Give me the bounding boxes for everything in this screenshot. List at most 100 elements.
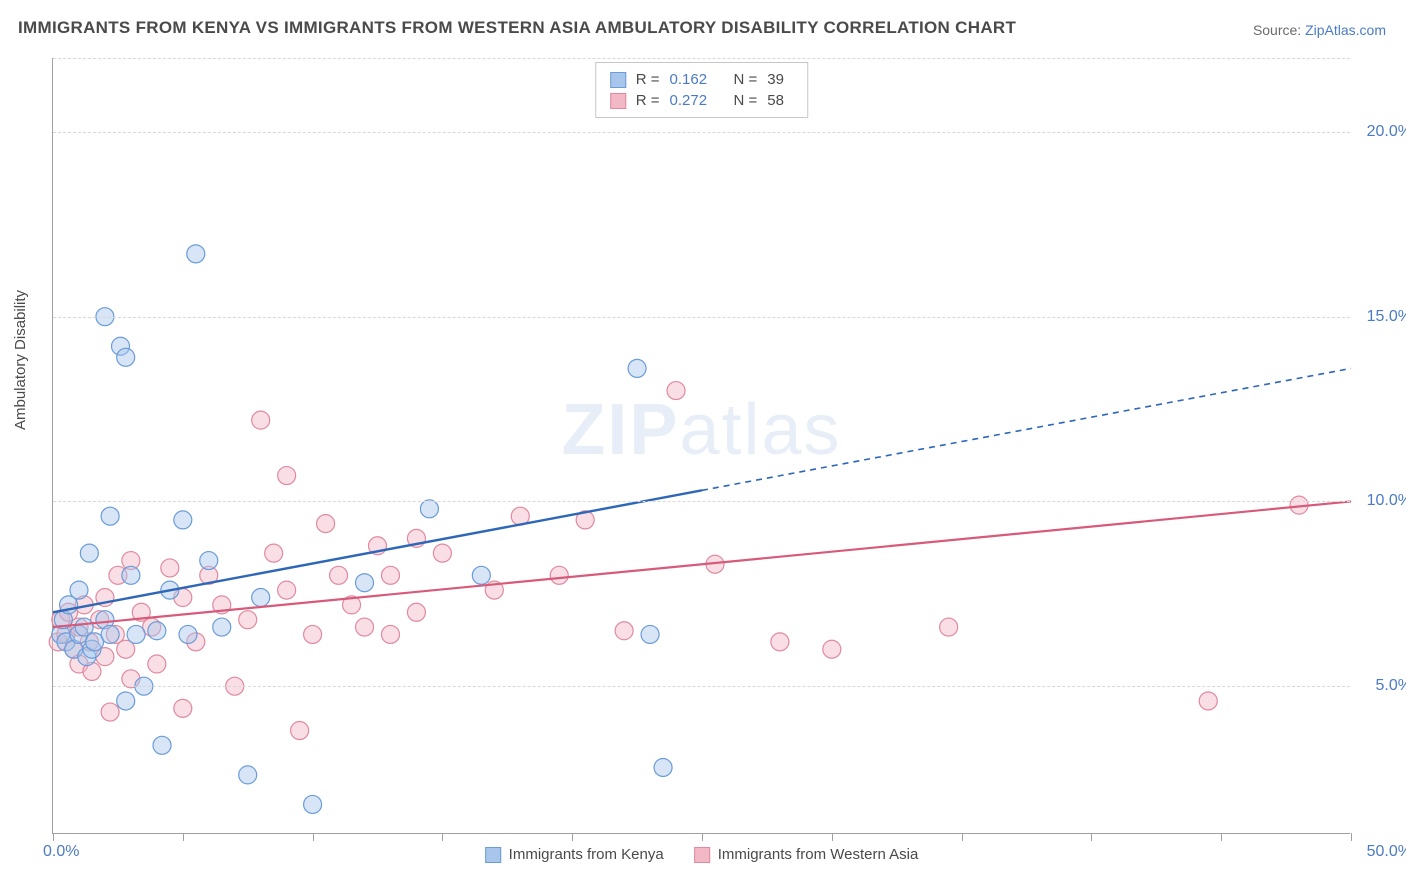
n-label: N =: [734, 71, 758, 88]
gridline: [53, 501, 1350, 502]
series-legend: Immigrants from Kenya Immigrants from We…: [485, 846, 919, 863]
data-point: [153, 736, 171, 754]
y-tick-label: 15.0%: [1367, 308, 1406, 326]
legend-row-kenya: R = 0.162 N = 39: [610, 69, 794, 90]
data-point: [148, 622, 166, 640]
swatch-western-asia: [610, 93, 626, 109]
data-point: [122, 566, 140, 584]
x-tick: [53, 833, 54, 841]
y-tick-label: 20.0%: [1367, 123, 1406, 141]
data-point: [179, 625, 197, 643]
y-axis-label: Ambulatory Disability: [12, 290, 29, 430]
chart-title: IMMIGRANTS FROM KENYA VS IMMIGRANTS FROM…: [18, 18, 1016, 38]
x-axis-min-label: 0.0%: [43, 843, 79, 861]
legend-item-kenya: Immigrants from Kenya: [485, 846, 664, 863]
trend-line-kenya-extrapolated: [702, 368, 1351, 490]
data-point: [265, 544, 283, 562]
data-point: [472, 566, 490, 584]
data-point: [148, 655, 166, 673]
data-point: [101, 507, 119, 525]
chart-container: IMMIGRANTS FROM KENYA VS IMMIGRANTS FROM…: [0, 0, 1406, 892]
n-label: N =: [734, 92, 758, 109]
gridline: [53, 686, 1350, 687]
data-point: [117, 348, 135, 366]
x-tick: [1091, 833, 1092, 841]
data-point: [330, 566, 348, 584]
trend-lines-group: [53, 368, 1351, 627]
data-point: [940, 618, 958, 636]
data-point: [641, 625, 659, 643]
data-point: [101, 703, 119, 721]
n-value-western-asia: 58: [767, 92, 793, 109]
x-tick: [442, 833, 443, 841]
n-value-kenya: 39: [767, 71, 793, 88]
x-tick: [962, 833, 963, 841]
gridline: [53, 317, 1350, 318]
data-point: [70, 581, 88, 599]
data-point: [304, 795, 322, 813]
data-point: [239, 766, 257, 784]
data-point: [356, 618, 374, 636]
correlation-legend: R = 0.162 N = 39 R = 0.272 N = 58: [595, 62, 809, 118]
legend-label-kenya: Immigrants from Kenya: [509, 846, 664, 863]
data-point: [667, 382, 685, 400]
data-point: [823, 640, 841, 658]
r-label: R =: [636, 71, 660, 88]
r-label: R =: [636, 92, 660, 109]
data-point: [174, 699, 192, 717]
data-point: [127, 625, 145, 643]
data-point: [381, 566, 399, 584]
trend-line-western-asia: [53, 501, 1351, 627]
data-point: [420, 500, 438, 518]
data-point: [213, 618, 231, 636]
data-point: [291, 722, 309, 740]
data-point: [433, 544, 451, 562]
trend-line-kenya: [53, 490, 702, 612]
gridline: [53, 58, 1350, 59]
data-point: [117, 692, 135, 710]
data-point: [200, 552, 218, 570]
data-point: [628, 359, 646, 377]
source-prefix: Source:: [1253, 22, 1305, 38]
legend-row-western-asia: R = 0.272 N = 58: [610, 90, 794, 111]
data-point: [1199, 692, 1217, 710]
source-link[interactable]: ZipAtlas.com: [1305, 22, 1386, 38]
data-point: [80, 544, 98, 562]
r-value-western-asia: 0.272: [670, 92, 724, 109]
data-point: [407, 603, 425, 621]
y-tick-label: 10.0%: [1367, 492, 1406, 510]
x-tick: [313, 833, 314, 841]
x-tick: [1351, 833, 1352, 841]
data-point: [381, 625, 399, 643]
data-point: [101, 625, 119, 643]
swatch-kenya: [610, 72, 626, 88]
data-point: [252, 589, 270, 607]
data-point: [615, 622, 633, 640]
swatch-western-asia-icon: [694, 847, 710, 863]
data-point: [550, 566, 568, 584]
x-axis-max-label: 50.0%: [1367, 843, 1406, 861]
r-value-kenya: 0.162: [670, 71, 724, 88]
data-point: [174, 511, 192, 529]
y-tick-label: 5.0%: [1376, 677, 1406, 695]
scatter-plot-svg: [53, 58, 1350, 833]
data-point: [317, 515, 335, 533]
swatch-kenya-icon: [485, 847, 501, 863]
data-point: [304, 625, 322, 643]
data-point: [239, 611, 257, 629]
series-kenya-points: [52, 245, 672, 814]
data-point: [278, 467, 296, 485]
data-point: [356, 574, 374, 592]
data-point: [187, 245, 205, 263]
data-point: [252, 411, 270, 429]
x-tick: [832, 833, 833, 841]
data-point: [771, 633, 789, 651]
legend-item-western-asia: Immigrants from Western Asia: [694, 846, 919, 863]
chart-plot-area: ZIPatlas R = 0.162 N = 39 R = 0.272 N = …: [52, 58, 1350, 834]
x-tick: [1221, 833, 1222, 841]
x-tick: [183, 833, 184, 841]
source-attribution: Source: ZipAtlas.com: [1253, 22, 1386, 38]
data-point: [278, 581, 296, 599]
data-point: [654, 758, 672, 776]
x-tick: [702, 833, 703, 841]
